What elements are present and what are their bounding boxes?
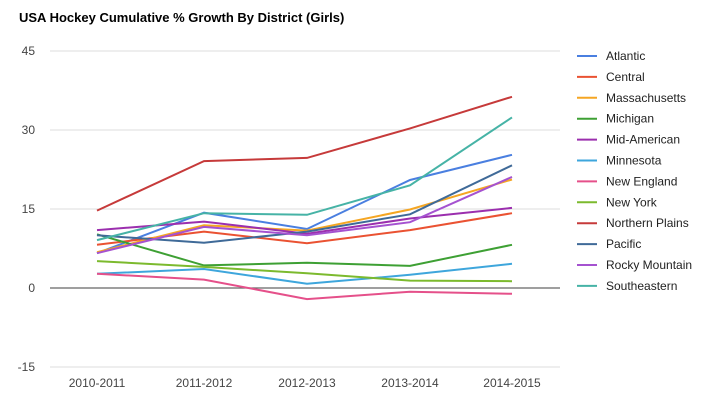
- legend-label: New York: [606, 195, 658, 209]
- legend-item[interactable]: Northern Plains: [577, 216, 689, 230]
- series-line-massachusetts[interactable]: [96, 178, 513, 254]
- series-line-rocky-mountain[interactable]: [96, 175, 513, 255]
- legend-label: Massachusetts: [606, 91, 686, 105]
- series-line-michigan[interactable]: [96, 233, 513, 267]
- series-line-northern-plains[interactable]: [96, 95, 513, 212]
- x-tick-label: 2011-2012: [176, 376, 233, 390]
- legend-item[interactable]: Central: [577, 70, 645, 84]
- legend-label: Mid-American: [606, 133, 680, 147]
- legend-item[interactable]: New England: [577, 174, 677, 188]
- legend-label: New England: [606, 174, 677, 188]
- y-tick-label: 15: [22, 202, 36, 216]
- x-tick-label: 2014-2015: [483, 376, 541, 390]
- legend-item[interactable]: Michigan: [577, 112, 654, 126]
- legend-item[interactable]: Minnesota: [577, 154, 662, 168]
- x-tick-label: 2013-2014: [381, 376, 439, 390]
- legend-label: Northern Plains: [606, 216, 689, 230]
- series-line-minnesota[interactable]: [96, 262, 513, 285]
- legend-label: Atlantic: [606, 49, 645, 63]
- y-tick-label: 45: [22, 44, 36, 58]
- legend-label: Pacific: [606, 237, 641, 251]
- legend-item[interactable]: Mid-American: [577, 133, 680, 147]
- legend-label: Southeastern: [606, 279, 677, 293]
- legend-item[interactable]: Pacific: [577, 237, 641, 251]
- legend-label: Rocky Mountain: [606, 258, 692, 272]
- x-tick-label: 2012-2013: [278, 376, 336, 390]
- legend-label: Minnesota: [606, 154, 662, 168]
- y-tick-label: 30: [22, 123, 36, 137]
- y-tick-label: 0: [28, 281, 35, 295]
- series-line-new-england[interactable]: [96, 272, 513, 301]
- legend-item[interactable]: New York: [577, 195, 658, 209]
- legend-item[interactable]: Atlantic: [577, 49, 645, 63]
- y-tick-label: -15: [18, 360, 36, 374]
- series-line-pacific[interactable]: [96, 164, 513, 244]
- x-tick-label: 2010-2011: [69, 376, 126, 390]
- series-line-atlantic[interactable]: [96, 153, 513, 255]
- series-line-southeastern[interactable]: [96, 116, 513, 242]
- legend-label: Central: [606, 70, 645, 84]
- chart-title: USA Hockey Cumulative % Growth By Distri…: [19, 10, 344, 25]
- legend-item[interactable]: Southeastern: [577, 279, 677, 293]
- legend-item[interactable]: Massachusetts: [577, 91, 686, 105]
- legend-item[interactable]: Rocky Mountain: [577, 258, 692, 272]
- legend-label: Michigan: [606, 112, 654, 126]
- series-line-mid-american[interactable]: [96, 206, 513, 235]
- series-line-new-york[interactable]: [96, 260, 513, 283]
